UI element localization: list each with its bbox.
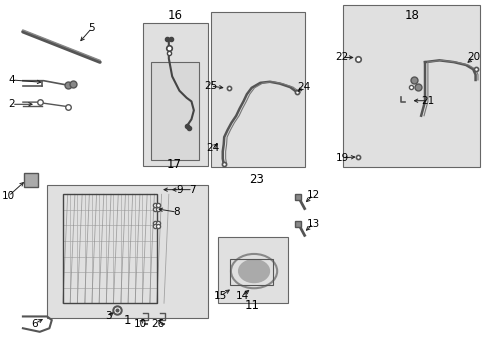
- Bar: [63, 194, 157, 303]
- Bar: [218, 237, 287, 303]
- Bar: [150, 62, 198, 160]
- Text: 18: 18: [404, 9, 419, 22]
- Text: 17: 17: [167, 158, 182, 171]
- Text: 10: 10: [133, 319, 146, 329]
- Text: 7: 7: [189, 185, 196, 195]
- Text: 9: 9: [176, 185, 183, 195]
- Text: 2: 2: [8, 99, 15, 109]
- Text: 15: 15: [213, 291, 226, 301]
- Text: 4: 4: [8, 75, 15, 85]
- Text: 16: 16: [168, 9, 183, 22]
- Bar: [143, 23, 208, 166]
- Text: 23: 23: [248, 173, 264, 186]
- Text: 10: 10: [2, 191, 15, 201]
- Bar: [210, 12, 304, 167]
- Text: 22: 22: [335, 53, 348, 63]
- Text: 5: 5: [88, 23, 95, 33]
- Text: 13: 13: [306, 219, 319, 229]
- Text: 21: 21: [420, 96, 434, 106]
- Bar: [343, 5, 479, 167]
- Text: 14: 14: [235, 291, 248, 301]
- Text: 20: 20: [467, 53, 480, 63]
- Text: 6: 6: [32, 319, 38, 329]
- Text: 24: 24: [296, 82, 310, 92]
- Text: 24: 24: [205, 143, 219, 153]
- Text: 11: 11: [244, 299, 260, 312]
- Text: 12: 12: [306, 190, 319, 200]
- Text: 8: 8: [173, 207, 180, 217]
- Text: 26: 26: [151, 319, 164, 329]
- Text: 25: 25: [203, 81, 217, 91]
- Circle shape: [238, 260, 269, 283]
- Bar: [229, 258, 273, 285]
- Bar: [47, 185, 208, 318]
- Text: 19: 19: [335, 153, 348, 163]
- Text: 1: 1: [123, 314, 131, 327]
- Text: 3: 3: [105, 311, 112, 321]
